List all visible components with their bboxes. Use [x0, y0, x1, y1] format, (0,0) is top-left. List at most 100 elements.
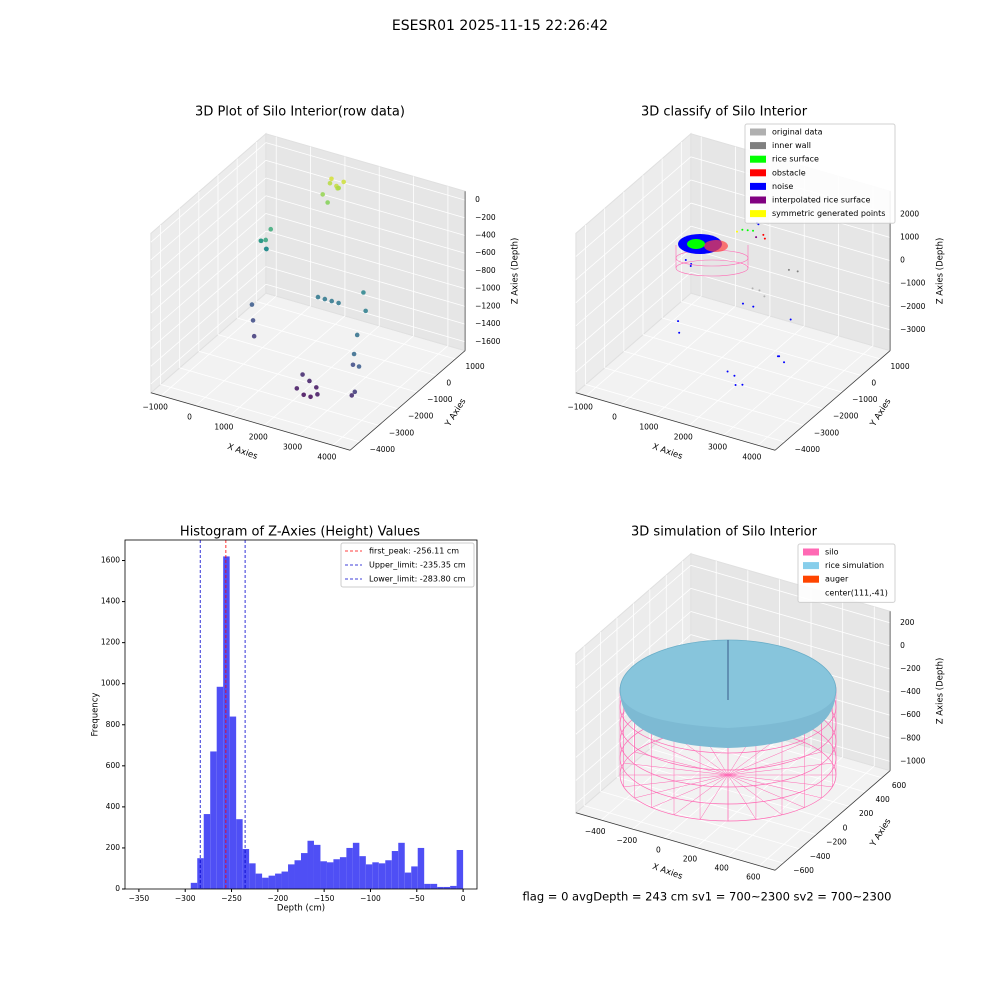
silo-spoke — [699, 774, 729, 820]
x-tick-label: 0 — [187, 413, 192, 422]
point — [678, 331, 681, 334]
point — [796, 270, 799, 273]
grid-line — [584, 805, 784, 864]
bar — [236, 819, 243, 889]
grid-line — [575, 588, 692, 689]
point — [677, 320, 680, 323]
y-tick-label: 1400 — [101, 597, 120, 606]
x-tick-label: −150 — [314, 894, 335, 903]
bar — [359, 856, 366, 889]
silo-spoke — [623, 774, 729, 788]
grid-line — [623, 350, 824, 410]
legend-label: Lower_limit: -283.80 cm — [369, 575, 466, 584]
point — [757, 223, 760, 226]
axis-line — [150, 392, 351, 451]
point — [684, 258, 687, 261]
y-tick-label: 0 — [871, 379, 876, 388]
x-tick-label: −100 — [360, 894, 381, 903]
grid-line — [265, 159, 466, 219]
x-tick-label: −400 — [585, 827, 606, 836]
grid-line — [654, 315, 771, 416]
y-tick-label: −3000 — [814, 428, 840, 437]
point — [763, 237, 766, 240]
z-tick-label: −1000 — [900, 756, 926, 765]
bar — [346, 847, 353, 889]
grid-line — [575, 225, 692, 327]
grid-line — [690, 564, 891, 624]
grid-line — [575, 202, 692, 303]
point — [350, 362, 356, 368]
legend-label: first_peak: -256.11 cm — [369, 547, 459, 556]
point — [325, 200, 330, 205]
x-tick-label: 3000 — [708, 442, 727, 451]
y-tick-label: 600 — [892, 781, 907, 790]
grid-line — [198, 350, 399, 410]
z-tick-label: 0 — [900, 641, 905, 650]
bar — [223, 556, 230, 889]
rice-surface-side — [620, 690, 836, 748]
grid-line — [616, 776, 817, 836]
bar — [275, 873, 282, 889]
point — [734, 384, 737, 387]
grid-line — [195, 305, 311, 406]
legend-label: rice surface — [772, 155, 819, 164]
bar — [450, 885, 457, 889]
y-tick-label: −4000 — [795, 445, 821, 454]
grid-line — [688, 325, 805, 426]
bar — [281, 871, 289, 889]
z-tick-label: −400 — [475, 231, 496, 240]
bar — [372, 862, 379, 889]
grid-line — [681, 301, 881, 360]
bar — [404, 872, 412, 889]
bar — [268, 875, 276, 889]
z-axis-label: Z Axies (Depth) — [511, 238, 521, 305]
bar — [443, 886, 451, 889]
y-tick-label: −200 — [826, 838, 847, 847]
bar — [203, 814, 211, 889]
grid-line — [585, 295, 702, 397]
point — [354, 332, 360, 338]
point — [264, 246, 269, 252]
point — [315, 294, 321, 300]
grid-line — [298, 335, 414, 436]
point — [315, 392, 320, 397]
grid-line — [150, 283, 267, 385]
legend-label: original data — [772, 128, 823, 137]
grid-line — [150, 195, 267, 296]
grid-line — [642, 334, 843, 393]
x-tick-label: −1000 — [568, 403, 594, 412]
grid-line — [160, 384, 360, 443]
bar — [294, 860, 301, 889]
bar — [437, 886, 444, 889]
bar — [307, 840, 314, 889]
surface-blob — [704, 240, 728, 252]
bar — [262, 877, 269, 889]
grid-line — [265, 230, 466, 290]
plot-frame — [124, 539, 478, 890]
y-tick-label: −3000 — [389, 428, 415, 437]
z-tick-label: −600 — [475, 248, 496, 257]
bar — [313, 844, 321, 889]
bar — [417, 847, 425, 889]
point — [746, 229, 749, 232]
y-tick-label: −600 — [793, 866, 814, 875]
silo-spoke — [727, 751, 822, 776]
axis-line — [774, 350, 891, 451]
x-tick-label: 0 — [656, 845, 661, 854]
point — [258, 238, 264, 244]
point — [363, 308, 368, 314]
bar — [352, 842, 360, 889]
point — [755, 236, 758, 239]
grid-line — [160, 295, 277, 397]
z-axis-label: Z Axies (Depth) — [936, 658, 946, 725]
bar — [339, 857, 347, 889]
grid-line — [150, 142, 267, 243]
x-tick-label: −250 — [221, 894, 242, 903]
bar — [333, 859, 340, 889]
grid-line — [757, 345, 874, 446]
bar — [326, 862, 334, 889]
grid-line — [633, 762, 833, 821]
grid-line — [150, 160, 267, 261]
z-tick-label: −1000 — [475, 284, 501, 293]
point — [741, 228, 744, 231]
